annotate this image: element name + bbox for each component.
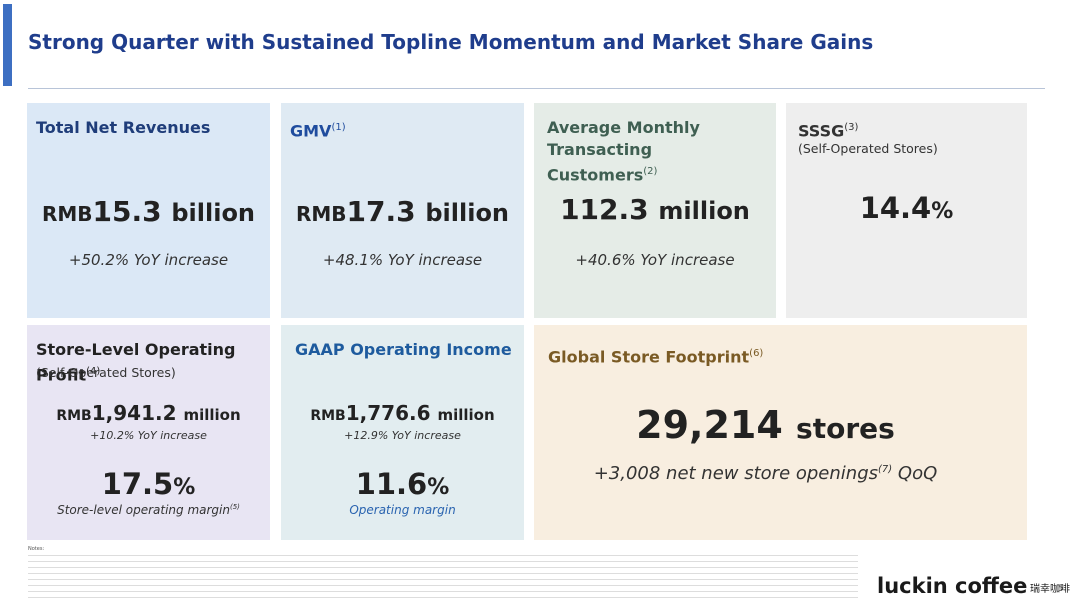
margin: 11.6%	[281, 467, 524, 501]
footnote: (2)	[643, 166, 658, 177]
card-title: SSSG(3)	[798, 117, 858, 142]
card: SSSG(3) (Self-Operated Stores) 14.4%	[786, 103, 1027, 318]
value: RMB1,776.6 million	[281, 401, 524, 425]
notes-heading: Notes:	[28, 546, 45, 552]
footnote: (5)	[229, 503, 240, 511]
card: Global Store Footprint(6) 29,214 stores …	[534, 325, 1027, 540]
prefix: RMB	[41, 202, 93, 226]
change-text: +3,008 net new store openings	[593, 463, 879, 484]
card: GMV(1) RMB17.3 billion +48.1% YoY increa…	[281, 103, 524, 318]
notes-lines	[28, 553, 858, 601]
margin: 17.5%	[27, 467, 270, 501]
value: 14.4%	[786, 191, 1027, 225]
value: RMB17.3 billion	[281, 195, 524, 228]
change: +3,008 net new store openings(7) QoQ	[534, 463, 997, 484]
unit: stores	[796, 412, 895, 445]
footnote: (1)	[331, 122, 346, 133]
card-title: Average Monthly Transacting Customers(2)	[547, 117, 747, 186]
value: RMB1,941.2 million	[27, 401, 270, 425]
value: 112.3 million	[534, 193, 776, 226]
footnote: (3)	[844, 122, 859, 133]
unit: billion	[171, 199, 256, 227]
prefix: RMB	[310, 408, 346, 424]
change: +50.2% YoY increase	[68, 251, 229, 269]
change: +10.2% YoY increase	[90, 429, 207, 442]
margin-label: Operating margin	[349, 503, 456, 517]
footnote: (7)	[878, 464, 893, 475]
accent-bar	[3, 4, 12, 86]
card: Total Net Revenues RMB15.3 billion +50.2…	[27, 103, 270, 318]
unit: million	[658, 197, 750, 225]
title-text: GMV	[290, 121, 332, 141]
card: Store-Level Operating Profit(4) (Self-Op…	[27, 325, 270, 540]
number: 29,214	[636, 403, 783, 447]
number: 112.3	[560, 193, 649, 226]
brand-cn: 瑞幸咖啡	[1030, 584, 1070, 595]
page-number: 5	[1058, 584, 1064, 594]
unit: billion	[425, 199, 510, 227]
change: +12.9% YoY increase	[344, 429, 461, 442]
value: RMB15.3 billion	[27, 195, 270, 228]
title: Strong Quarter with Sustained Topline Mo…	[28, 30, 874, 54]
subtitle: (Self-Operated Stores)	[36, 365, 176, 380]
rule	[28, 88, 1045, 89]
unit: million	[437, 406, 495, 424]
change-suffix: QoQ	[897, 463, 938, 484]
number: 1,776.6	[345, 401, 431, 425]
unit: million	[183, 406, 241, 424]
number: 15.3	[92, 195, 162, 228]
prefix: RMB	[56, 408, 92, 424]
unit: %	[427, 475, 450, 500]
change: +40.6% YoY increase	[575, 251, 735, 269]
number: 1,941.2	[91, 401, 177, 425]
unit: %	[173, 475, 196, 500]
footnote: (6)	[749, 348, 764, 359]
card: GAAP Operating Income RMB1,776.6 million…	[281, 325, 524, 540]
brand: luckin coffee	[877, 574, 1028, 598]
number: 17.5	[101, 467, 174, 501]
footnote: (4)	[86, 366, 101, 377]
unit: %	[931, 199, 954, 224]
card-title: Total Net Revenues	[36, 118, 211, 137]
number: 11.6	[355, 467, 428, 501]
title-text: SSSG	[798, 121, 845, 141]
subtitle: (Self-Operated Stores)	[798, 141, 938, 156]
title-text: Store-Level Operating Profit	[36, 340, 236, 385]
label-text: Store-level operating margin	[57, 503, 230, 517]
card-title: Global Store Footprint(6)	[548, 343, 763, 368]
change: +48.1% YoY increase	[322, 251, 483, 269]
prefix: RMB	[295, 202, 347, 226]
title-text: Average Monthly Transacting Customers	[547, 118, 700, 185]
value: 29,214 stores	[534, 403, 997, 447]
card-title: Store-Level Operating Profit(4)	[36, 339, 270, 386]
margin-label: Store-level operating margin(5)	[27, 503, 270, 517]
card-title: GMV(1)	[290, 117, 346, 142]
number: 14.4	[859, 191, 932, 225]
card: Average Monthly Transacting Customers(2)…	[534, 103, 776, 318]
title-text: Global Store Footprint	[548, 347, 750, 367]
number: 17.3	[346, 195, 416, 228]
card-title: GAAP Operating Income	[295, 340, 512, 359]
